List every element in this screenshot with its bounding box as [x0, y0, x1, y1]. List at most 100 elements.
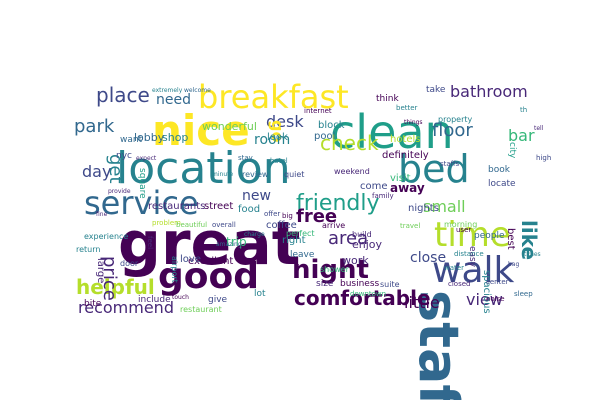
word-desk: desk — [266, 112, 304, 131]
word-nice: nice — [152, 106, 250, 155]
word-problem: problem — [152, 219, 181, 227]
word-size: size — [316, 279, 334, 289]
word-day: day — [82, 162, 111, 181]
word-expect: expect — [136, 155, 157, 162]
word-times: times — [524, 251, 541, 258]
word-charge: charge — [244, 231, 265, 238]
word-hotels: hotels — [390, 134, 421, 145]
word-shower: shower — [320, 265, 350, 274]
word-noise: noise — [486, 295, 505, 303]
word-visit: visit — [390, 173, 411, 184]
word-comfortable: comfortable — [294, 286, 431, 310]
word-price: price — [99, 256, 120, 301]
word-downtown: downtown — [350, 290, 386, 298]
word-friendly: friendly — [296, 191, 379, 216]
word-room: room — [254, 132, 290, 148]
word-staff: staff — [407, 290, 470, 400]
word-center: center — [486, 278, 509, 286]
word-definitely: definitely — [382, 150, 429, 161]
word-better: better — [396, 104, 418, 112]
word-bite: bite — [84, 299, 102, 309]
word-bag: bag — [508, 261, 519, 268]
word-family: family — [372, 192, 394, 200]
word-view: view — [466, 290, 503, 309]
word-provide: provide — [108, 188, 131, 195]
word-amazing: amazing — [216, 241, 242, 248]
word-free: free — [296, 206, 337, 227]
word-feel: feel — [146, 236, 154, 249]
word-quiet: quiet — [284, 170, 304, 179]
word-go: go — [268, 120, 287, 142]
word-trip: trip — [226, 235, 247, 249]
word-weekend: weekend — [334, 167, 370, 176]
word-build: build — [352, 230, 372, 239]
word-stay: stay — [238, 154, 253, 162]
word-locate: locate — [488, 179, 516, 189]
word-restaurant: restaurant — [180, 305, 222, 314]
word-food: food — [238, 204, 260, 215]
word-big: big — [282, 212, 293, 220]
word-morning: morning — [444, 220, 477, 229]
word-little: little — [404, 293, 440, 312]
word-enjoy: enjoy — [352, 238, 383, 251]
word-recommend: recommend — [78, 298, 174, 317]
word-shop: shop — [162, 131, 188, 144]
word-breakfast: breakfast — [198, 78, 349, 116]
word-want: want — [120, 135, 143, 145]
word-closed: closed — [448, 280, 470, 288]
word-experience: experience — [84, 232, 128, 241]
word-like: like — [517, 220, 541, 260]
word-bathroom: bathroom — [450, 82, 528, 101]
word-work: work — [342, 254, 369, 267]
word-suite: suite — [380, 280, 400, 289]
word-location: location — [116, 143, 291, 194]
word-coffee: coffee — [266, 220, 297, 231]
word-sleep: sleep — [514, 290, 533, 298]
word-business: business — [340, 279, 380, 289]
word-give: give — [208, 295, 228, 305]
word-water: water — [444, 264, 464, 272]
word-square: square — [137, 168, 147, 199]
word-get: get — [105, 154, 126, 184]
word-things: things — [404, 119, 423, 126]
word-restaurants: restaurants — [148, 201, 205, 212]
word-walk: walk — [432, 250, 515, 291]
word-travel: travel — [400, 222, 420, 230]
word-leave: leave — [290, 250, 315, 260]
word-close: close — [410, 250, 446, 266]
word-touch: touch — [172, 294, 189, 301]
word-service: service — [84, 184, 199, 222]
word-helpful: helpful — [76, 275, 155, 299]
word-love: love — [180, 254, 201, 265]
word-city: city — [507, 142, 517, 159]
word-street: street — [204, 201, 233, 212]
word-review: review — [242, 170, 269, 179]
word-night: night — [292, 255, 369, 285]
word-minute: minute — [212, 171, 233, 178]
word-spacious: spacious — [481, 270, 492, 314]
word-small: small — [423, 197, 466, 216]
word-lobby: lobby — [134, 131, 165, 144]
word-overall: overall — [212, 221, 236, 229]
word-beautiful: beautiful — [176, 221, 207, 229]
word-floor: floor — [432, 120, 473, 141]
word-wonderful: wonderful — [202, 120, 257, 133]
word-need: need — [156, 92, 191, 108]
word-offer: offer — [264, 210, 280, 218]
word-right: right — [282, 235, 306, 246]
word-include: include — [138, 295, 171, 305]
word-come: come — [360, 181, 388, 192]
word-easy: easy — [467, 246, 477, 268]
word-new: new — [242, 188, 271, 204]
word-airport: airport — [170, 256, 179, 283]
word-think: think — [376, 94, 399, 104]
word-extremely: extremely — [152, 87, 183, 94]
word-bed: bed — [398, 147, 470, 191]
word-place: place — [96, 83, 150, 107]
word-pool: pool — [314, 131, 335, 142]
word-best: best — [505, 228, 516, 250]
word-park: park — [74, 116, 115, 137]
word-excellent: excellent — [188, 256, 233, 267]
word-nyc: nyc — [116, 151, 132, 161]
